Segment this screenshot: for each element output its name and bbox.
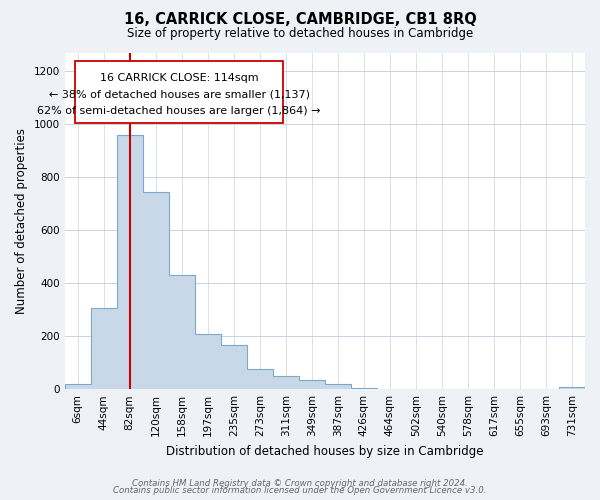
Text: Contains HM Land Registry data © Crown copyright and database right 2024.: Contains HM Land Registry data © Crown c… <box>132 478 468 488</box>
Text: 62% of semi-detached houses are larger (1,864) →: 62% of semi-detached houses are larger (… <box>37 106 321 117</box>
Y-axis label: Number of detached properties: Number of detached properties <box>15 128 28 314</box>
Text: Contains public sector information licensed under the Open Government Licence v3: Contains public sector information licen… <box>113 486 487 495</box>
Text: Size of property relative to detached houses in Cambridge: Size of property relative to detached ho… <box>127 28 473 40</box>
Text: 16, CARRICK CLOSE, CAMBRIDGE, CB1 8RQ: 16, CARRICK CLOSE, CAMBRIDGE, CB1 8RQ <box>124 12 476 28</box>
Text: 16 CARRICK CLOSE: 114sqm: 16 CARRICK CLOSE: 114sqm <box>100 72 259 83</box>
Text: ← 38% of detached houses are smaller (1,137): ← 38% of detached houses are smaller (1,… <box>49 90 310 100</box>
FancyBboxPatch shape <box>75 61 283 123</box>
X-axis label: Distribution of detached houses by size in Cambridge: Distribution of detached houses by size … <box>166 444 484 458</box>
